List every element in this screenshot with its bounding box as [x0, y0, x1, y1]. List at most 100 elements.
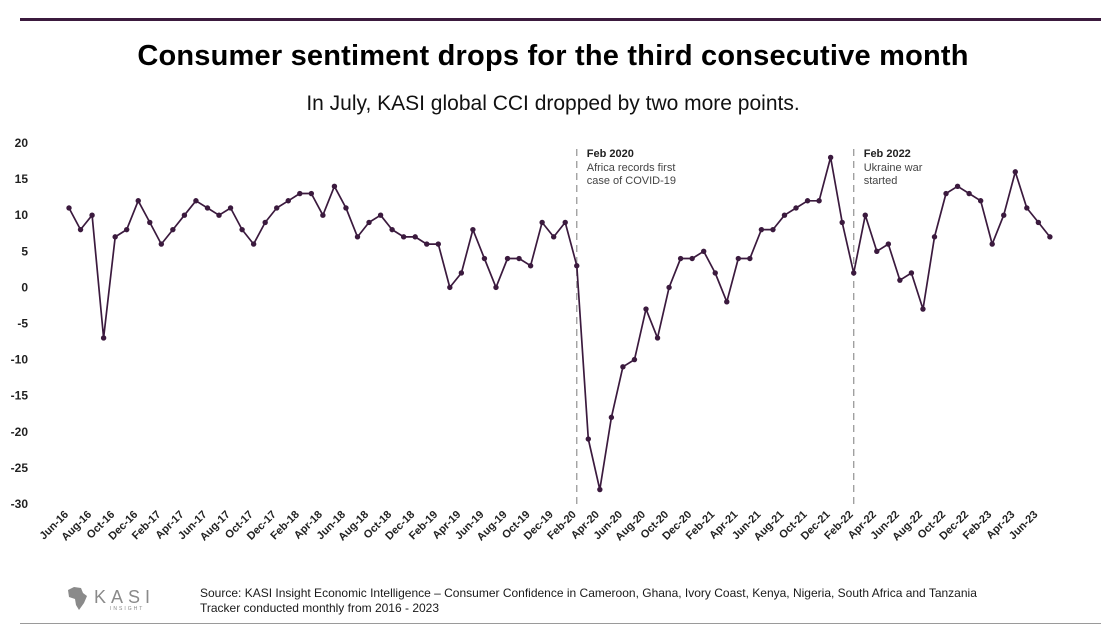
data-point [204, 205, 211, 211]
data-point [758, 226, 765, 233]
annotation-text: Africa records first [587, 162, 676, 174]
top-rule [20, 18, 1101, 21]
data-point [643, 306, 649, 312]
source-line-1: Source: KASI Insight Economic Intelligen… [200, 586, 977, 600]
data-point [389, 226, 395, 233]
logo-subtext: INSIGHT [110, 606, 144, 612]
annotation-text: Ukraine war [864, 162, 923, 174]
data-point [100, 335, 107, 341]
data-point [654, 335, 661, 341]
y-tick-label: 20 [15, 136, 29, 150]
data-point [874, 248, 880, 254]
data-point [158, 241, 165, 247]
data-point [331, 183, 338, 190]
data-point [516, 255, 522, 262]
data-point [89, 212, 95, 218]
data-point [1001, 212, 1007, 218]
data-point [781, 212, 788, 218]
data-point [885, 241, 892, 247]
annotation-title: Feb 2022 [864, 148, 911, 160]
data-point [839, 219, 845, 226]
data-point [216, 212, 222, 218]
data-point [1024, 205, 1030, 211]
data-point [770, 226, 776, 233]
y-tick-label: -5 [17, 317, 28, 331]
data-point [954, 183, 961, 190]
y-tick-label: 5 [21, 244, 28, 258]
logo-text: KASI [94, 587, 155, 607]
data-point [677, 255, 684, 262]
data-point [943, 190, 949, 197]
data-point [400, 234, 407, 240]
data-point [493, 284, 499, 291]
data-point [239, 226, 245, 233]
data-point [977, 198, 984, 204]
data-point [112, 234, 118, 240]
data-point [447, 284, 453, 291]
data-point [297, 190, 303, 197]
data-point [989, 241, 995, 247]
y-tick-label: -30 [11, 497, 29, 511]
data-point [631, 356, 638, 363]
data-point [181, 212, 188, 218]
data-point [793, 205, 799, 211]
kasi-logo: KASI INSIGHT [64, 584, 174, 612]
data-point [250, 241, 257, 247]
data-point [827, 154, 834, 161]
data-point [366, 219, 372, 226]
annotation-text: case of COVID-19 [587, 175, 676, 187]
data-point [193, 198, 199, 204]
data-point [804, 198, 811, 204]
data-point [77, 226, 84, 233]
data-point [227, 205, 234, 211]
data-point [747, 255, 753, 262]
data-point [585, 436, 591, 442]
data-point [527, 263, 534, 269]
data-point [135, 198, 141, 204]
chart-title: Consumer sentiment drops for the third c… [137, 40, 969, 72]
data-point [170, 226, 176, 233]
data-point [66, 205, 72, 211]
chart-subtitle: In July, KASI global CCI dropped by two … [306, 92, 800, 115]
y-tick-label: -20 [11, 425, 29, 439]
data-point [124, 226, 130, 233]
africa-map-icon [68, 587, 87, 610]
data-point [262, 219, 268, 226]
data-point [851, 270, 857, 276]
data-point [147, 219, 153, 226]
data-point [712, 270, 718, 276]
data-point [320, 212, 326, 218]
data-point [1047, 234, 1053, 240]
data-point [931, 234, 938, 240]
data-point [608, 414, 615, 421]
data-point [308, 190, 315, 197]
data-point [539, 219, 545, 226]
bottom-rule [20, 623, 1101, 624]
y-tick-label: -10 [11, 353, 29, 367]
data-point [424, 241, 430, 247]
data-point [435, 241, 441, 247]
data-point [724, 299, 730, 305]
data-point [689, 255, 695, 262]
data-point [862, 212, 868, 218]
source-line-2: Tracker conducted monthly from 2016 - 20… [200, 601, 440, 615]
data-point [550, 234, 557, 240]
annotation-text: started [864, 175, 898, 187]
series-line [68, 156, 1051, 491]
data-point [343, 205, 349, 211]
data-point [377, 212, 384, 218]
data-point [620, 364, 626, 370]
data-point [816, 198, 822, 204]
data-point [597, 486, 603, 493]
data-point [897, 277, 903, 283]
y-tick-label: 0 [21, 280, 28, 294]
data-point [285, 198, 291, 204]
data-point [574, 263, 580, 269]
data-point [920, 306, 926, 312]
data-point [274, 205, 280, 211]
data-point [735, 255, 742, 262]
data-point [1035, 219, 1042, 226]
source-note: Source: KASI Insight Economic Intelligen… [200, 586, 977, 616]
data-point [412, 234, 418, 240]
